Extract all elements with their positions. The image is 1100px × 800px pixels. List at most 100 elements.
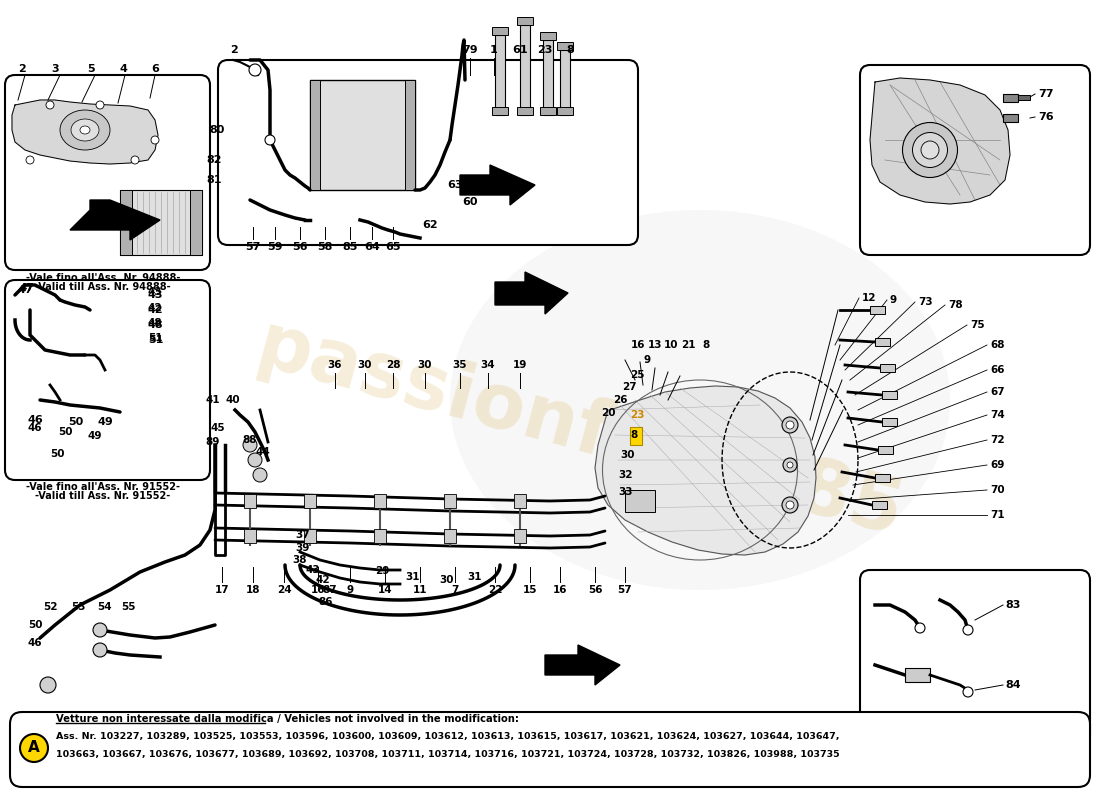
Text: 5: 5 <box>87 64 95 74</box>
Bar <box>625 490 654 512</box>
Circle shape <box>265 135 275 145</box>
Bar <box>880 364 895 372</box>
Circle shape <box>962 625 974 635</box>
Text: 50: 50 <box>28 620 42 630</box>
Text: 52: 52 <box>43 602 57 612</box>
FancyBboxPatch shape <box>6 75 210 270</box>
Bar <box>517 107 534 115</box>
Text: Vetture non interessate dalla modifica / Vehicles not involved in the modificati: Vetture non interessate dalla modifica /… <box>56 714 519 724</box>
Circle shape <box>46 101 54 109</box>
Circle shape <box>782 417 797 433</box>
Text: 20: 20 <box>601 408 615 418</box>
Bar <box>543 40 553 115</box>
Bar <box>492 107 508 115</box>
Polygon shape <box>595 386 816 555</box>
Circle shape <box>783 458 798 472</box>
Text: 51: 51 <box>148 335 164 345</box>
Text: 65: 65 <box>385 242 400 252</box>
Text: Ass. Nr. 103227, 103289, 103525, 103553, 103596, 103600, 103609, 103612, 103613,: Ass. Nr. 103227, 103289, 103525, 103553,… <box>56 733 839 742</box>
Text: 2: 2 <box>18 64 26 74</box>
FancyBboxPatch shape <box>860 570 1090 745</box>
Text: 84: 84 <box>1005 680 1021 690</box>
Bar <box>1018 95 1030 100</box>
Bar <box>374 494 386 508</box>
Text: 6: 6 <box>151 64 158 74</box>
Bar <box>882 391 896 399</box>
Text: 60: 60 <box>462 197 477 207</box>
Bar <box>304 494 316 508</box>
Text: 77: 77 <box>1038 89 1054 99</box>
Text: 68: 68 <box>990 340 1004 350</box>
Bar <box>630 427 642 445</box>
Circle shape <box>40 677 56 693</box>
Text: 46: 46 <box>28 638 42 648</box>
FancyBboxPatch shape <box>860 65 1090 255</box>
Text: Valid for... see description: Valid for... see description <box>903 726 1047 736</box>
Text: 83: 83 <box>1005 600 1021 610</box>
Text: 4: 4 <box>119 64 126 74</box>
Bar <box>374 529 386 543</box>
Bar <box>1003 114 1018 122</box>
Bar <box>870 306 886 314</box>
Text: 62: 62 <box>422 220 438 230</box>
Bar <box>540 32 556 40</box>
Text: 47: 47 <box>18 285 34 295</box>
Text: A: A <box>29 741 40 755</box>
Ellipse shape <box>72 119 99 141</box>
Text: 42: 42 <box>148 303 163 313</box>
Text: 30: 30 <box>358 360 372 370</box>
Text: 73: 73 <box>918 297 933 307</box>
Bar <box>560 50 570 115</box>
Circle shape <box>782 497 797 513</box>
Bar <box>540 107 556 115</box>
Ellipse shape <box>902 122 957 178</box>
Bar <box>495 35 505 115</box>
Text: 8: 8 <box>630 430 637 440</box>
Text: 66: 66 <box>990 365 1004 375</box>
Text: 43: 43 <box>148 287 163 297</box>
Text: 50: 50 <box>68 417 84 427</box>
Circle shape <box>20 734 48 762</box>
Bar <box>304 529 316 543</box>
Polygon shape <box>544 645 620 685</box>
Text: 13: 13 <box>648 340 662 350</box>
Bar <box>517 17 534 25</box>
Bar <box>874 474 890 482</box>
Text: -Vale fino all'Ass. Nr. 94888-: -Vale fino all'Ass. Nr. 94888- <box>25 273 180 283</box>
Text: 57: 57 <box>245 242 261 252</box>
Text: 19: 19 <box>513 360 527 370</box>
Circle shape <box>249 64 261 76</box>
Text: 2: 2 <box>230 45 238 55</box>
Text: 12: 12 <box>862 293 877 303</box>
Text: 45: 45 <box>210 423 225 433</box>
Text: 14: 14 <box>377 585 393 595</box>
Text: 7: 7 <box>451 585 459 595</box>
Circle shape <box>243 438 257 452</box>
Bar <box>557 42 573 50</box>
Text: 35: 35 <box>453 360 468 370</box>
Text: -Valid till Ass. Nr. 91552-: -Valid till Ass. Nr. 91552- <box>35 491 170 501</box>
Text: 23: 23 <box>630 410 645 420</box>
Text: 1: 1 <box>491 45 498 55</box>
Ellipse shape <box>921 141 939 159</box>
Text: 44: 44 <box>255 447 270 457</box>
Text: 43: 43 <box>148 290 164 300</box>
Text: 16: 16 <box>310 585 326 595</box>
Text: 22: 22 <box>487 585 503 595</box>
Text: 85: 85 <box>342 242 358 252</box>
Text: 80: 80 <box>210 125 225 135</box>
Text: 88: 88 <box>242 435 256 445</box>
Bar <box>120 190 202 255</box>
Text: 33: 33 <box>618 487 632 497</box>
Text: 32: 32 <box>618 470 632 480</box>
FancyBboxPatch shape <box>218 60 638 245</box>
Text: 48: 48 <box>148 320 164 330</box>
Text: 41: 41 <box>206 395 220 405</box>
Text: 76: 76 <box>1038 112 1054 122</box>
Text: 75: 75 <box>970 320 985 330</box>
Text: passionfor1985: passionfor1985 <box>249 308 911 552</box>
Text: 57: 57 <box>618 585 632 595</box>
Text: 71: 71 <box>990 510 1004 520</box>
Text: 69: 69 <box>990 460 1004 470</box>
Bar <box>405 80 415 190</box>
